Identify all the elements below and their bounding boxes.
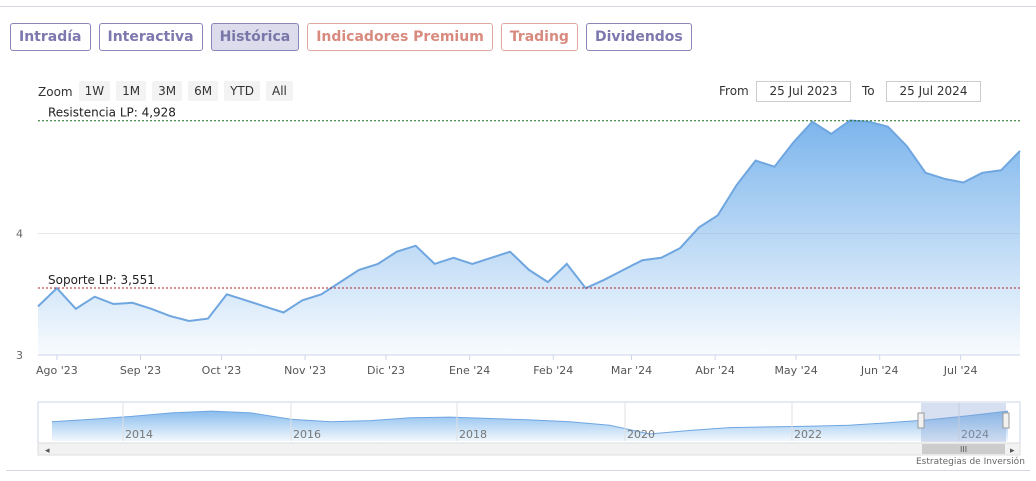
tab-interactiva[interactable]: Interactiva xyxy=(98,23,203,51)
tab-intradia[interactable]: Intradía xyxy=(10,23,91,51)
zoom-all-button[interactable]: All xyxy=(266,81,293,101)
navigator-year-label-4: 2022 xyxy=(794,428,822,441)
navigator-year-label-3: 2020 xyxy=(627,428,655,441)
top-divider xyxy=(0,6,1036,7)
navigator-year-label-2: 2018 xyxy=(459,428,487,441)
x-axis: Ago '23 Sep '23 Oct '23 Nov '23 Dic '23 Ene '… xyxy=(36,355,978,377)
zoom-6m-button[interactable]: 6M xyxy=(188,81,219,101)
level-lines: Resistencia LP: 4,928 Soporte LP: 3,551 xyxy=(38,106,1020,289)
y-tick-label-1: 4 xyxy=(16,228,23,241)
tab-indicadores-premium[interactable]: Indicadores Premium xyxy=(307,23,493,51)
x-tick-label-3: Nov '23 xyxy=(284,364,326,377)
x-tick-label-7: Mar '24 xyxy=(611,364,652,377)
navigator-year-label-1: 2016 xyxy=(293,428,321,441)
x-tick-label-9: May '24 xyxy=(774,364,817,377)
navigator: 2014 2016 2018 2020 2022 2024 xyxy=(51,403,1009,441)
zoom-ytd-button[interactable]: YTD xyxy=(224,81,260,101)
range-from-input[interactable]: 25 Jul 2023 xyxy=(756,81,851,102)
navigator-line xyxy=(51,410,1009,435)
x-tick-label-11: Jul '24 xyxy=(943,364,978,377)
navigator-left-handle[interactable] xyxy=(917,412,925,429)
zoom-3m-button[interactable]: 3M xyxy=(152,81,183,101)
level-label-0: Resistencia LP: 4,928 xyxy=(48,106,176,120)
x-tick-label-4: Dic '23 xyxy=(367,364,405,377)
scrollbar-thumb[interactable] xyxy=(922,444,1005,454)
navigator-year-label-0: 2014 xyxy=(125,428,153,441)
level-label-1: Soporte LP: 3,551 xyxy=(48,273,155,287)
x-tick-label-1: Sep '23 xyxy=(120,364,161,377)
navigator-year-label-5: 2024 xyxy=(961,428,989,441)
zoom-controls: Zoom 1W 1M 3M 6M YTD All xyxy=(38,81,299,101)
tab-historica[interactable]: Histórica xyxy=(210,23,300,51)
range-to-input[interactable]: 25 Jul 2024 xyxy=(886,81,981,102)
tab-trading[interactable]: Trading xyxy=(500,23,578,51)
x-tick-label-2: Oct '23 xyxy=(202,364,242,377)
x-tick-label-8: Abr '24 xyxy=(695,364,735,377)
navigator-right-handle[interactable] xyxy=(1002,412,1010,429)
navigator-selection[interactable] xyxy=(921,403,1006,442)
x-tick-label-10: Jun '24 xyxy=(860,364,899,377)
price-series-line xyxy=(37,119,1021,323)
zoom-1m-button[interactable]: 1M xyxy=(116,81,147,101)
zoom-label: Zoom xyxy=(38,85,73,99)
view-tabs: Intradía Interactiva Histórica Indicador… xyxy=(10,23,692,51)
range-from-label: From xyxy=(719,84,749,98)
credit-text: Estrategias de Inversión xyxy=(916,457,1025,467)
scroll-left-arrow-icon[interactable]: ◂ xyxy=(45,446,50,456)
y-tick-label-0: 3 xyxy=(16,349,23,362)
zoom-1w-button[interactable]: 1W xyxy=(78,81,111,101)
x-tick-label-6: Feb '24 xyxy=(533,364,573,377)
scroll-right-arrow-icon[interactable]: ▸ xyxy=(1010,446,1015,456)
bottom-divider xyxy=(6,470,1030,471)
x-tick-label-5: Ene '24 xyxy=(449,364,490,377)
price-area xyxy=(37,119,1021,355)
price-area-fill xyxy=(38,120,1020,355)
tab-dividendos[interactable]: Dividendos xyxy=(585,23,692,51)
x-tick-label-0: Ago '23 xyxy=(36,364,78,377)
range-to-label: To xyxy=(862,84,875,98)
scrollbar-grip-icon: III xyxy=(960,445,967,454)
scrollbar-track[interactable] xyxy=(37,442,1021,456)
y-axis: 34 xyxy=(16,228,23,363)
